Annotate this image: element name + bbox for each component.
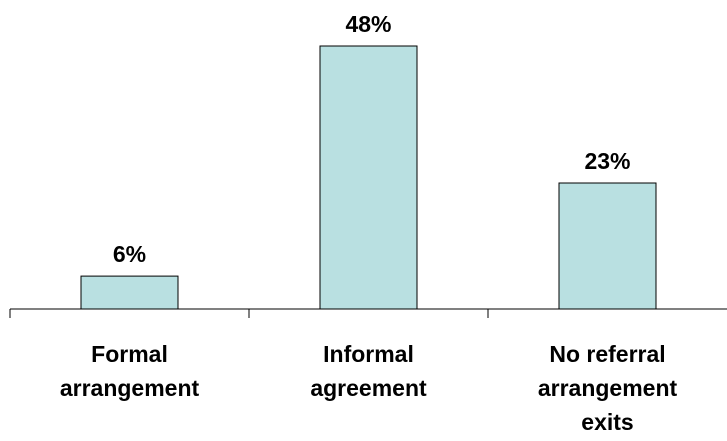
- bar: [558, 182, 657, 310]
- category-label-line: Informal: [323, 341, 414, 367]
- category-label: No referral arrangement exits: [538, 341, 678, 435]
- category-label-line: agreement: [310, 375, 427, 401]
- category-label-line: No referral: [549, 341, 665, 367]
- category-labels: Formal arrangement Informal agreement No ref…: [60, 341, 678, 435]
- data-label: 48%: [345, 11, 391, 37]
- bar: [319, 45, 418, 310]
- category-label: Formal arrangement: [60, 341, 200, 401]
- data-label: 23%: [584, 148, 630, 174]
- x-axis-ticks: [9, 309, 489, 318]
- bar: [80, 275, 179, 310]
- category-label-line: arrangement: [538, 375, 678, 401]
- category-label-line: exits: [581, 409, 633, 435]
- category-label-line: arrangement: [60, 375, 200, 401]
- data-label: 6%: [113, 241, 146, 267]
- category-label: Informal agreement: [310, 341, 427, 401]
- category-label-line: Formal: [91, 341, 168, 367]
- data-labels: 6% 48% 23%: [113, 11, 631, 267]
- bar-series: [80, 45, 657, 310]
